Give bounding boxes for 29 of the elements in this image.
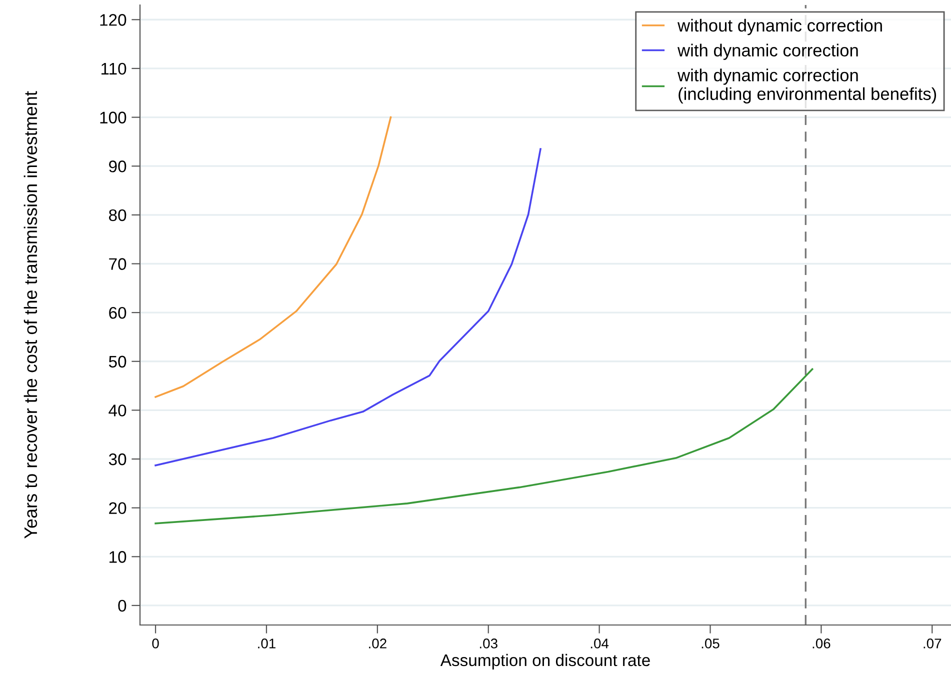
y-tick-label: 90 bbox=[109, 160, 126, 172]
y-axis-title: Years to recover the cost of the transmission investment bbox=[24, 91, 38, 539]
legend-label: without dynamic correction bbox=[678, 18, 882, 36]
x-tick-label: .06 bbox=[812, 638, 830, 648]
x-tick-label: .03 bbox=[480, 638, 498, 648]
x-tick-label: .02 bbox=[369, 638, 386, 648]
line-series bbox=[154, 368, 814, 524]
x-tick-label: .07 bbox=[924, 638, 942, 648]
y-tick-label: 100 bbox=[100, 112, 126, 124]
y-tick-label: 10 bbox=[110, 551, 126, 563]
x-tick-label: .05 bbox=[702, 638, 720, 648]
y-tick-label: 20 bbox=[109, 502, 126, 514]
x-axis-title: Assumption on discount rate bbox=[440, 654, 650, 670]
line-series bbox=[154, 116, 392, 398]
y-tick-label: 110 bbox=[102, 62, 126, 75]
y-tick-label: 120 bbox=[100, 14, 126, 26]
y-tick-label: 80 bbox=[108, 209, 126, 222]
y-tick-label: 60 bbox=[109, 306, 126, 319]
y-tick-label: 30 bbox=[108, 453, 126, 466]
y-tick-label: 50 bbox=[108, 356, 126, 368]
y-tick-label: 40 bbox=[108, 404, 126, 416]
y-tick-label: 70 bbox=[109, 258, 126, 270]
line-series bbox=[154, 148, 542, 466]
x-tick-label: .04 bbox=[590, 638, 609, 648]
legend-label: with dynamic correction bbox=[678, 44, 858, 60]
x-tick-label: 0 bbox=[152, 638, 159, 648]
x-tick-label: .01 bbox=[258, 638, 276, 648]
legend-label: with dynamic correction (including environmental benefits) bbox=[678, 68, 936, 104]
y-tick-label: 0 bbox=[118, 600, 126, 612]
